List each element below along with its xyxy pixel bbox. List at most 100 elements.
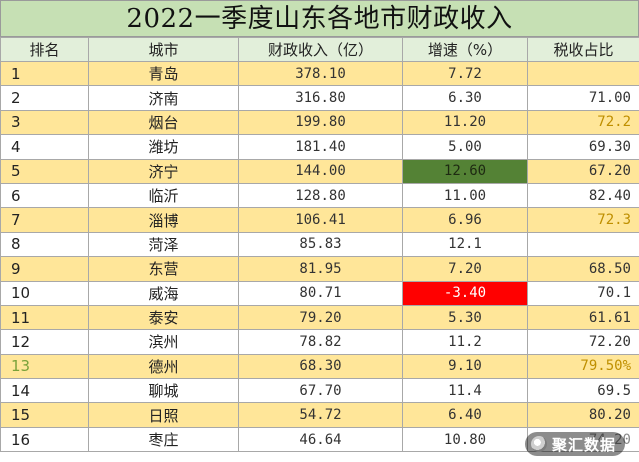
rank-cell: 3 (0, 109, 89, 136)
tax-share-cell: 82.40 (527, 182, 639, 209)
brand-logo-icon (530, 436, 547, 452)
growth-cell: 6.40 (402, 402, 528, 428)
header-growth: 增速（%） (402, 37, 528, 62)
revenue-cell: 128.80 (238, 182, 403, 209)
city-cell: 青岛 (88, 60, 239, 87)
city-cell: 烟台 (88, 109, 239, 136)
revenue-cell: 68.30 (238, 353, 403, 380)
tax-share-cell: 70.1 (527, 280, 639, 306)
growth-cell: 6.30 (402, 85, 528, 111)
table-row: 12 滨州 78.82 11.2 72.20 (0, 329, 639, 355)
table-row: 10 威海 80.71 -3.40 70.1 (0, 280, 639, 306)
tax-share-cell: 72.3 (527, 207, 639, 233)
header-rank: 排名 (0, 37, 89, 62)
city-cell: 威海 (88, 280, 239, 306)
rank-cell: 7 (0, 207, 89, 233)
data-table: 排名 城市 财政收入（亿） 增速（%） 税收占比 1 青岛 378.10 7.72 2 济… (0, 37, 639, 453)
tax-share-cell: 79.50% (527, 353, 639, 380)
rank-cell: 12 (0, 329, 89, 355)
growth-cell: 11.4 (402, 378, 528, 404)
rank-cell: 5 (0, 158, 89, 184)
header-row: 排名 城市 财政收入（亿） 增速（%） 税收占比 (0, 37, 639, 62)
growth-cell: 5.30 (402, 304, 528, 331)
growth-cell: 10.80 (402, 426, 528, 453)
rank-cell: 4 (0, 134, 89, 160)
city-cell: 济宁 (88, 158, 239, 184)
city-cell: 菏泽 (88, 231, 239, 258)
table-row: 11 泰安 79.20 5.30 61.61 (0, 304, 639, 331)
tax-share-cell: 80.20 (527, 402, 639, 428)
watermark-text: 聚汇数据 (551, 435, 616, 454)
growth-cell: 9.10 (402, 353, 528, 380)
tax-share-cell: 61.61 (527, 304, 639, 331)
growth-cell: 7.20 (402, 256, 528, 282)
city-cell: 聊城 (88, 378, 239, 404)
tax-share-cell: 69.30 (527, 134, 639, 160)
revenue-cell: 54.72 (238, 402, 403, 428)
city-cell: 德州 (88, 353, 239, 380)
city-cell: 日照 (88, 402, 239, 428)
revenue-cell: 316.80 (238, 85, 403, 111)
city-cell: 东营 (88, 256, 239, 282)
city-cell: 临沂 (88, 182, 239, 209)
tax-share-cell: 67.20 (527, 158, 639, 184)
revenue-cell: 67.70 (238, 378, 403, 404)
revenue-cell: 199.80 (238, 109, 403, 136)
tax-share-cell: 68.50 (527, 256, 639, 282)
revenue-cell: 80.71 (238, 280, 403, 306)
header-tax-share: 税收占比 (527, 37, 639, 62)
tax-share-cell: 71.00 (527, 85, 639, 111)
rank-cell: 6 (0, 182, 89, 209)
table-row: 15 日照 54.72 6.40 80.20 (0, 402, 639, 428)
revenue-cell: 106.41 (238, 207, 403, 233)
table-row: 1 青岛 378.10 7.72 (0, 60, 639, 87)
revenue-cell: 378.10 (238, 60, 403, 87)
growth-cell: 11.00 (402, 182, 528, 209)
city-cell: 滨州 (88, 329, 239, 355)
table-row: 16 枣庄 46.64 10.80 74.20 (0, 426, 639, 453)
tax-share-cell: 69.5 (527, 378, 639, 404)
growth-cell: 11.2 (402, 329, 528, 355)
table-row: 4 潍坊 181.40 5.00 69.30 (0, 134, 639, 160)
city-cell: 泰安 (88, 304, 239, 331)
header-city: 城市 (88, 37, 239, 62)
tax-share-cell (527, 60, 639, 87)
revenue-cell: 85.83 (238, 231, 403, 258)
table-row: 2 济南 316.80 6.30 71.00 (0, 85, 639, 111)
city-cell: 淄博 (88, 207, 239, 233)
growth-cell: 5.00 (402, 134, 528, 160)
rank-cell: 2 (0, 85, 89, 111)
revenue-cell: 181.40 (238, 134, 403, 160)
city-cell: 枣庄 (88, 426, 239, 453)
table-title: 2022一季度山东各地市财政收入 (0, 0, 639, 37)
rank-cell: 15 (0, 402, 89, 428)
rank-cell: 10 (0, 280, 89, 306)
rank-cell: 16 (0, 426, 89, 453)
table-row: 7 淄博 106.41 6.96 72.3 (0, 207, 639, 233)
table-row: 8 菏泽 85.83 12.1 (0, 231, 639, 258)
city-cell: 潍坊 (88, 134, 239, 160)
revenue-cell: 144.00 (238, 158, 403, 184)
growth-cell: 11.20 (402, 109, 528, 136)
growth-cell: -3.40 (402, 280, 528, 306)
growth-cell: 7.72 (402, 60, 528, 87)
rank-cell: 14 (0, 378, 89, 404)
rank-cell: 9 (0, 256, 89, 282)
table-row: 14 聊城 67.70 11.4 69.5 (0, 378, 639, 404)
city-cell: 济南 (88, 85, 239, 111)
rank-cell: 8 (0, 231, 89, 258)
table-row: 6 临沂 128.80 11.00 82.40 (0, 182, 639, 209)
rank-cell: 13 (0, 353, 89, 380)
rank-cell: 11 (0, 304, 89, 331)
table-row: 13 德州 68.30 9.10 79.50% (0, 353, 639, 380)
header-revenue: 财政收入（亿） (238, 37, 403, 62)
table-row: 5 济宁 144.00 12.60 67.20 (0, 158, 639, 184)
rank-cell: 1 (0, 60, 89, 87)
revenue-cell: 78.82 (238, 329, 403, 355)
growth-cell: 6.96 (402, 207, 528, 233)
tax-share-cell: 72.20 (527, 329, 639, 355)
tax-share-cell: 72.2 (527, 109, 639, 136)
table-row: 9 东营 81.95 7.20 68.50 (0, 256, 639, 282)
tax-share-cell (527, 231, 639, 258)
